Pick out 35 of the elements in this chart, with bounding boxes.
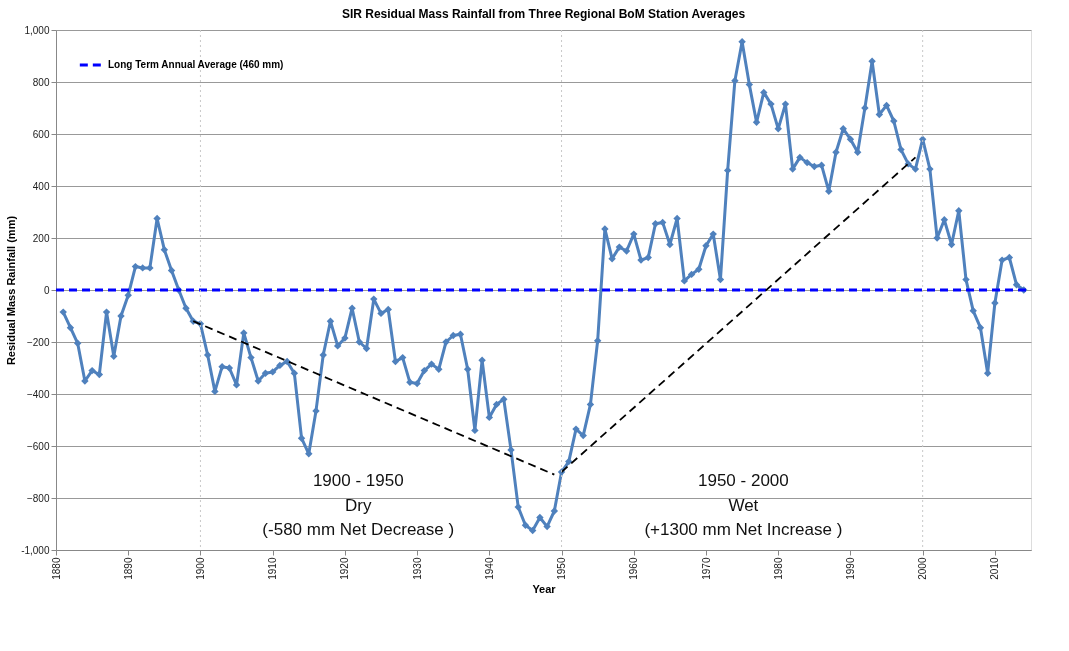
y-tick-label: −600 [26, 440, 50, 452]
y-tick-label: −400 [26, 388, 50, 400]
x-tick-label: 1920 [339, 557, 351, 580]
x-axis-title: Year [532, 582, 557, 595]
x-tick-label: 1950 [556, 557, 568, 580]
y-tick-label: 0 [43, 284, 50, 296]
x-tick-label: 1970 [700, 557, 712, 580]
x-tick-label: 2000 [917, 557, 929, 580]
y-tick-label: −200 [26, 336, 50, 348]
x-tick-label: 1940 [483, 557, 495, 580]
chart-title: SIR Residual Mass Rainfall from Three Regional BoM Station Averages [341, 7, 746, 21]
x-tick-label: 1880 [50, 557, 62, 580]
annotation: Dry [345, 495, 372, 515]
x-tick-label: 1930 [411, 557, 423, 580]
y-tick-label: −800 [26, 492, 50, 504]
annotation: Wet [728, 495, 759, 515]
annotation: (+1300 mm Net Increase ) [644, 520, 843, 540]
x-tick-label: 1900 [194, 557, 206, 580]
y-tick-label: 600 [32, 128, 50, 140]
y-tick-label: 1,000 [24, 24, 50, 36]
annotation: 1900 - 1950 [312, 471, 404, 491]
x-tick-label: 1990 [844, 557, 856, 580]
x-tick-label: 2010 [989, 557, 1001, 580]
x-tick-label: 1890 [122, 557, 134, 580]
y-tick-label: -1,000 [21, 544, 50, 556]
y-tick-label: 400 [32, 180, 50, 192]
x-tick-label: 1910 [267, 557, 279, 580]
x-tick-label: 1960 [628, 557, 640, 580]
y-tick-label: 800 [32, 76, 50, 88]
y-axis-title: Residual Mass Rainfall (mm) [5, 215, 18, 366]
legend-label: Long Term Annual Average (460 mm) [108, 59, 284, 70]
annotation: 1950 - 2000 [698, 471, 789, 491]
annotation: (-580 mm Net Decrease ) [262, 520, 455, 540]
x-tick-label: 1980 [772, 557, 784, 580]
y-tick-label: 200 [32, 232, 50, 244]
